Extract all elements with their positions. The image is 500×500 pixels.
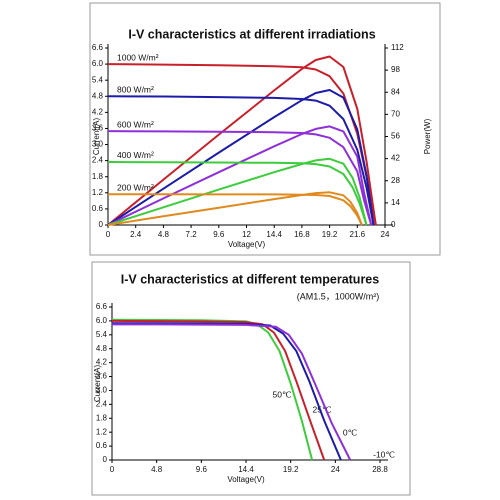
y2-tick-label: 98 <box>391 65 400 74</box>
y-tick-label: 1.2 <box>92 188 104 197</box>
y-axis-label: Current(A) <box>92 117 101 155</box>
chart-title: I-V characteristics at different tempera… <box>121 272 379 286</box>
y-tick-label: 5.4 <box>96 330 108 339</box>
iv-curve <box>111 319 326 461</box>
y-tick-label: 6.0 <box>96 316 108 325</box>
chart-subtitle: (AM1.5，1000W/m²) <box>297 291 380 301</box>
panel-top <box>89 2 441 256</box>
y2-tick-label: 14 <box>391 198 400 207</box>
iv-curve <box>107 95 375 226</box>
power-curve <box>107 125 373 226</box>
y-tick-label: 1.2 <box>96 427 108 436</box>
power-curve <box>107 157 368 226</box>
y-tick-label: 2.4 <box>92 156 104 165</box>
iv-curve <box>112 323 352 461</box>
series-label: 400 W/m² <box>117 150 154 160</box>
y2-tick-label: 112 <box>391 43 404 52</box>
x-tick-label: 0 <box>106 230 111 239</box>
y2-tick-label: 28 <box>391 176 400 185</box>
x-tick-label: 24 <box>381 230 390 239</box>
x-tick-label: 28.8 <box>372 465 388 474</box>
iv-curve <box>107 161 368 226</box>
y-tick-label: 0.6 <box>96 441 108 450</box>
x-tick-label: 9.6 <box>213 230 225 239</box>
x-tick-label: 14.4 <box>238 465 254 474</box>
y2-axis-label: Power(W) <box>423 118 432 154</box>
series-label: 50℃ <box>272 389 291 399</box>
y2-tick-label: 56 <box>391 132 400 141</box>
y2-tick-label: 84 <box>391 87 400 96</box>
iv-curve <box>107 130 373 226</box>
x-tick-label: 19.2 <box>322 230 338 239</box>
y-tick-label: 6.6 <box>96 302 108 311</box>
y-tick-label: 4.2 <box>92 107 104 116</box>
x-tick-label: 12 <box>242 230 251 239</box>
y-tick-label: 5.4 <box>92 75 104 84</box>
y-tick-label: 3.0 <box>92 140 104 149</box>
y-tick-label: 4.2 <box>96 358 108 367</box>
x-tick-label: 24 <box>331 465 340 474</box>
y2-tick-label: 42 <box>391 154 400 163</box>
iv-curve <box>108 193 363 226</box>
x-axis-label: Voltage(V) <box>227 475 265 484</box>
y-tick-label: 4.8 <box>96 344 108 353</box>
y-tick-label: 2.4 <box>96 399 108 408</box>
y-tick-label: 0 <box>103 455 108 464</box>
power-curve <box>107 191 363 226</box>
y-tick-label: 0 <box>99 220 104 229</box>
x-tick-label: 21.6 <box>350 230 366 239</box>
x-tick-label: 9.6 <box>196 465 208 474</box>
y-axis-label: Current(A) <box>93 364 102 402</box>
y-tick-label: 3.6 <box>92 124 104 133</box>
series-label: 200 W/m² <box>117 182 154 192</box>
chart-title: I-V characteristics at different irradia… <box>128 27 375 41</box>
power-curve <box>107 55 377 226</box>
series-label: 25℃ <box>312 404 331 414</box>
power-curve <box>107 89 375 226</box>
y-tick-label: 1.8 <box>92 172 104 181</box>
series-label: 600 W/m² <box>117 119 154 129</box>
series-label: 0℃ <box>343 427 358 437</box>
y-tick-label: 6.0 <box>92 59 104 68</box>
x-tick-label: 7.2 <box>186 230 198 239</box>
y-tick-label: 3.6 <box>96 372 108 381</box>
y-tick-label: 6.6 <box>92 43 104 52</box>
x-axis-label: Voltage(V) <box>228 240 266 249</box>
series-label: -10℃ <box>373 449 395 459</box>
x-tick-label: 4.8 <box>151 465 163 474</box>
y2-tick-label: 70 <box>391 109 400 118</box>
x-tick-label: 0 <box>110 465 115 474</box>
x-tick-label: 19.2 <box>283 465 299 474</box>
x-tick-label: 2.4 <box>130 230 142 239</box>
series-label: 1000 W/m² <box>117 52 159 62</box>
iv-curve <box>112 322 342 461</box>
series-label: 800 W/m² <box>117 85 154 95</box>
y-tick-label: 3.0 <box>96 386 108 395</box>
x-tick-label: 4.8 <box>158 230 170 239</box>
panel-bottom <box>91 261 411 496</box>
x-tick-label: 14.4 <box>266 230 282 239</box>
y2-tick-label: 0 <box>391 220 396 229</box>
y-tick-label: 4.8 <box>92 91 104 100</box>
y-tick-label: 0.6 <box>92 204 104 213</box>
iv-curve <box>111 318 314 461</box>
y-tick-label: 1.8 <box>96 413 108 422</box>
x-tick-label: 16.8 <box>294 230 310 239</box>
